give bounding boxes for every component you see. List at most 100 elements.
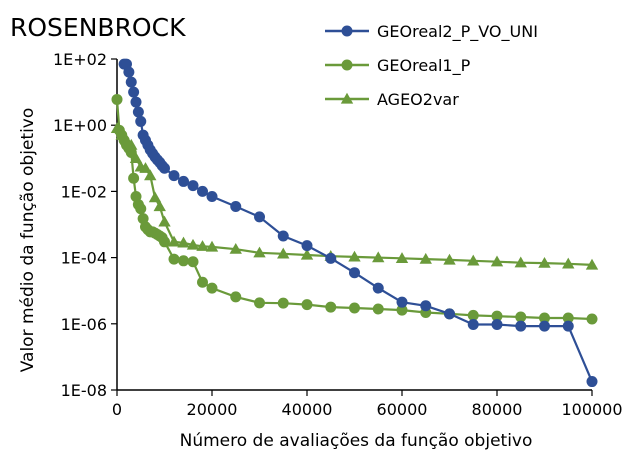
y-tick-label: 1E-02 — [61, 182, 107, 201]
chart-title: ROSENBROCK — [10, 13, 186, 42]
data-point — [301, 240, 313, 252]
x-tick-label: 100000 — [561, 400, 622, 419]
data-point — [585, 258, 599, 270]
series-GEOreal2_P_VO_UNI — [118, 58, 598, 388]
legend-marker — [341, 59, 353, 71]
data-point — [586, 376, 598, 388]
series-GEOreal1_P — [111, 93, 598, 325]
series-line — [115, 99, 593, 321]
data-point — [196, 240, 209, 251]
data-point — [349, 302, 360, 314]
data-point — [419, 252, 432, 264]
data-point — [135, 203, 147, 215]
series-AGEO2var — [110, 122, 599, 270]
data-point — [372, 303, 384, 315]
data-point — [562, 312, 574, 324]
data-point — [467, 319, 479, 331]
data-point — [128, 172, 140, 184]
data-point — [187, 180, 199, 192]
data-point — [491, 310, 503, 322]
data-point — [128, 86, 140, 98]
data-point — [514, 256, 527, 268]
data-point — [125, 146, 137, 158]
data-point — [197, 276, 208, 288]
x-tick-label: 80000 — [472, 400, 523, 419]
data-point — [467, 254, 480, 266]
data-point — [153, 200, 166, 212]
data-point — [197, 185, 208, 197]
series-line — [124, 62, 594, 383]
data-point — [325, 301, 337, 313]
series-line — [116, 127, 593, 266]
data-point — [420, 300, 432, 312]
data-point — [515, 311, 527, 323]
data-point — [277, 247, 290, 259]
data-point — [148, 191, 162, 203]
data-point — [186, 238, 200, 250]
data-point — [206, 282, 218, 294]
data-point — [229, 242, 242, 254]
data-point — [301, 299, 313, 311]
data-point — [168, 170, 180, 182]
data-point — [132, 106, 144, 118]
y-tick-label: 1E+00 — [53, 116, 107, 135]
data-point — [467, 309, 479, 321]
data-point — [159, 236, 170, 248]
data-point — [396, 296, 408, 308]
data-point — [178, 255, 189, 267]
data-point — [254, 211, 265, 223]
data-point — [538, 256, 551, 268]
data-point — [230, 200, 242, 212]
legend-marker — [340, 92, 354, 104]
data-point — [349, 267, 360, 279]
data-point — [187, 256, 199, 268]
data-point — [178, 175, 189, 187]
data-point — [144, 169, 157, 181]
y-axis-label: Valor médio da função objetivo — [18, 108, 38, 373]
data-point — [167, 235, 181, 247]
axes: 1E+02 1E+00 1E-02 1E-04 1E-06 1E-08 0 20000 4000… — [53, 50, 623, 419]
legend: GEOreal2_P_VO_UNI GEOreal1_P AGEO2var — [325, 22, 538, 109]
data-point — [206, 191, 218, 203]
data-point — [130, 96, 142, 108]
data-point — [158, 215, 171, 227]
data-point — [539, 320, 550, 332]
data-point — [111, 93, 123, 105]
data-point — [277, 297, 289, 309]
data-point — [562, 257, 575, 269]
data-point — [139, 162, 152, 173]
data-point — [135, 115, 147, 127]
data-point — [515, 320, 527, 332]
data-point — [123, 66, 135, 78]
data-point — [348, 250, 361, 262]
data-point — [125, 76, 137, 88]
data-point — [325, 252, 337, 264]
data-point — [443, 253, 456, 265]
data-point — [254, 297, 265, 309]
data-point — [277, 230, 289, 242]
data-point — [395, 252, 409, 263]
x-tick-label: 20000 — [187, 400, 238, 419]
data-point — [490, 255, 504, 267]
x-tick-label: 60000 — [377, 400, 428, 419]
data-point — [253, 246, 266, 258]
y-tick-label: 1E-04 — [61, 249, 107, 268]
data-point — [168, 253, 180, 265]
data-point — [372, 282, 384, 294]
x-tick-label: 40000 — [282, 400, 333, 419]
data-point — [205, 240, 219, 252]
legend-label: GEOreal1_P — [377, 56, 471, 76]
data-point — [444, 308, 455, 320]
legend-label: AGEO2var — [377, 90, 459, 109]
y-tick-label: 1E-06 — [61, 315, 107, 334]
data-point — [300, 248, 314, 260]
data-point — [586, 313, 598, 325]
data-point — [230, 291, 242, 303]
data-point — [396, 304, 408, 316]
data-point — [372, 251, 385, 263]
data-point — [539, 312, 550, 324]
data-point — [491, 319, 503, 331]
x-axis-label: Número de avaliações da função objetivo — [180, 431, 533, 451]
